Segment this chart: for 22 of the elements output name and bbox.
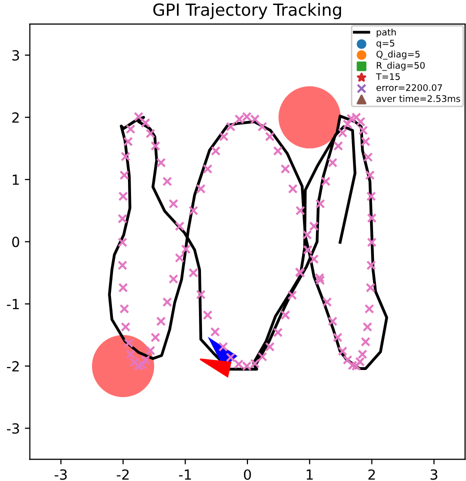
- y-tick-label: -1: [6, 299, 19, 310]
- x-tick-label: -2: [116, 469, 129, 480]
- y-tick-label: -3: [6, 423, 19, 434]
- legend-label: T=15: [376, 73, 400, 80]
- x-tick-label: 0: [244, 469, 251, 480]
- y-tick-label: 2: [12, 112, 19, 123]
- y-tick-label: 1: [12, 174, 19, 185]
- x-tick-label: -3: [54, 469, 67, 480]
- x-tick-label: 2: [368, 469, 375, 480]
- x-tick-label: 1: [306, 470, 313, 480]
- legend-label: path: [376, 28, 396, 38]
- x-tick-label: -1: [179, 470, 191, 480]
- y-tick-label: -2: [6, 361, 19, 372]
- legend-label: error=2200.07: [376, 84, 442, 92]
- y-tick-label: 0: [12, 236, 20, 248]
- legend-label: Q_diag=5: [376, 50, 420, 60]
- chart-title: GPI Trajectory Tracking: [153, 3, 341, 20]
- x-tick-label: 3: [430, 469, 438, 480]
- y-tick-label: 3: [12, 50, 19, 61]
- legend-label: q=5: [376, 40, 394, 48]
- legend-label: aver time=2.53ms: [376, 95, 460, 102]
- legend-label: R_diag=50: [376, 62, 425, 71]
